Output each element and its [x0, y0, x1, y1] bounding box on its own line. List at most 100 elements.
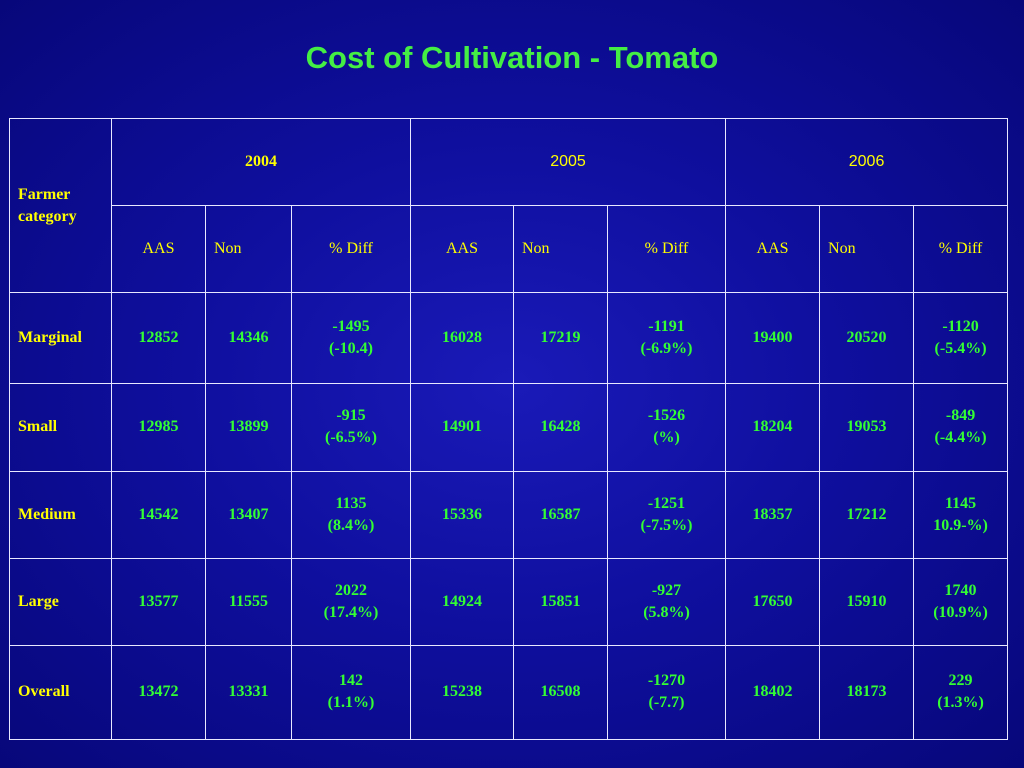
diff-cell: -927 (5.8%) [606, 557, 727, 646]
year-header-row: Farmer category 2004 2005 2006 [9, 117, 1009, 294]
diff-percent: (8.4%) [327, 516, 375, 534]
value-cell: 18402 [725, 644, 821, 741]
diff-amount: -1495 [332, 318, 370, 336]
cost-table: Farmer category 2004 2005 2006 AAS Non %… [9, 117, 1009, 741]
diff-amount: 1740 [944, 581, 977, 599]
value-cell: 18204 [725, 383, 821, 472]
subheader-aas-2005: AAS [410, 205, 514, 294]
table-row: Large 13577 11555 2022 (17.4%) 14924 15851 -927… [9, 557, 1009, 646]
value-cell: 12852 [111, 292, 206, 385]
diff-percent: (%) [653, 429, 680, 447]
diff-amount: -849 [945, 407, 976, 425]
diff-cell: -849 (-4.4%) [913, 383, 1009, 472]
diff-cell: 1135 (8.4%) [291, 470, 411, 559]
diff-amount: -915 [336, 407, 366, 425]
value-cell: 13472 [111, 644, 206, 741]
diff-percent: (-7.7) [648, 694, 685, 712]
value-cell: 14542 [111, 470, 206, 559]
subheader-aas-2006: AAS [725, 205, 821, 294]
value-cell: 18357 [725, 470, 821, 559]
value-cell: 12985 [111, 383, 206, 472]
diff-cell: -915 (-6.5%) [291, 383, 411, 472]
diff-amount: -1270 [647, 672, 686, 690]
diff-percent: (-7.5%) [640, 516, 693, 534]
diff-percent: (-6.5%) [325, 429, 377, 447]
table-row: Small 12985 13899 -915 (-6.5%) 14901 16428 -152… [9, 383, 1009, 472]
diff-cell: 1740 (10.9%) [913, 557, 1009, 646]
value-cell: 13577 [111, 557, 206, 646]
table-row: Medium 14542 13407 1135 (8.4%) 15336 16587 -125… [9, 470, 1009, 559]
value-cell: 13331 [205, 644, 292, 741]
table-row: Marginal 12852 14346 -1495 (-10.4) 16028 17219… [9, 292, 1009, 385]
diff-percent: 10.9-%) [933, 516, 988, 534]
diff-percent: (-5.4%) [934, 340, 987, 358]
diff-amount: 142 [339, 672, 363, 690]
subheader-non-2006: Non [819, 205, 915, 294]
diff-amount: -1251 [647, 494, 686, 512]
diff-cell: -1270 (-7.7) [606, 644, 727, 741]
value-cell: 19053 [819, 383, 915, 472]
diff-percent: (5.8%) [643, 603, 690, 621]
value-cell: 18173 [819, 644, 915, 741]
farmer-category-header: Farmer category [9, 117, 112, 294]
subheader-row: AAS Non % Diff AAS Non % Diff AAS Non % … [10, 205, 1009, 294]
category-cell: Large [9, 557, 112, 646]
value-cell: 17212 [819, 470, 915, 559]
year-header-2004: 2004 [111, 117, 411, 207]
diff-cell: 1145 10.9-%) [913, 470, 1009, 559]
table-row: Overall 13472 13331 142 (1.1%) 15238 16508 -127… [9, 644, 1009, 741]
diff-amount: -927 [651, 581, 682, 599]
diff-amount: -1526 [647, 407, 686, 425]
value-cell: 20520 [819, 292, 915, 385]
diff-cell: -1526 (%) [606, 383, 727, 472]
diff-percent: (-10.4) [329, 340, 373, 358]
value-cell: 15851 [513, 557, 608, 646]
value-cell: 15238 [410, 644, 514, 741]
diff-amount: -1191 [648, 318, 685, 336]
value-cell: 13407 [205, 470, 292, 559]
diff-amount: 1145 [944, 494, 977, 512]
diff-percent: (10.9%) [933, 603, 988, 621]
category-cell: Overall [9, 644, 112, 741]
diff-cell: 142 (1.1%) [291, 644, 411, 741]
slide-title: Cost of Cultivation - Tomato [305, 40, 719, 75]
value-cell: 16587 [513, 470, 608, 559]
value-cell: 16508 [513, 644, 608, 741]
subheader-aas-2004: AAS [111, 205, 206, 294]
value-cell: 16428 [513, 383, 608, 472]
diff-amount: 1135 [335, 494, 367, 512]
subheader-diff-2006: % Diff [913, 205, 1009, 294]
diff-percent: (1.3%) [937, 694, 984, 712]
year-header-2006: 2006 [725, 117, 1009, 207]
diff-cell: -1191 (-6.9%) [606, 292, 727, 385]
diff-amount: 2022 [335, 581, 367, 599]
diff-percent: (-6.9%) [640, 340, 693, 358]
value-cell: 14901 [410, 383, 514, 472]
diff-cell: -1495 (-10.4) [291, 292, 411, 385]
diff-cell: -1120 (-5.4%) [913, 292, 1009, 385]
diff-percent: (17.4%) [323, 603, 379, 621]
diff-cell: 229 (1.3%) [913, 644, 1009, 741]
value-cell: 14924 [410, 557, 514, 646]
value-cell: 17219 [513, 292, 608, 385]
value-cell: 15336 [410, 470, 514, 559]
category-cell: Medium [9, 470, 112, 559]
diff-amount: -1120 [942, 318, 979, 336]
subheader-diff-2005: % Diff [606, 205, 727, 294]
value-cell: 17650 [725, 557, 821, 646]
value-cell: 13899 [205, 383, 292, 472]
subheader-diff-2004: % Diff [291, 205, 411, 294]
value-cell: 11555 [205, 557, 292, 646]
value-cell: 15910 [819, 557, 915, 646]
subheader-non-2005: Non [513, 205, 608, 294]
diff-percent: (-4.4%) [934, 429, 987, 447]
diff-cell: 2022 (17.4%) [291, 557, 411, 646]
data-rows: Marginal 12852 14346 -1495 (-10.4) 16028 17219… [9, 292, 1009, 741]
year-header-2005: 2005 [409, 117, 727, 207]
subheader-non-2004: Non [205, 205, 292, 294]
value-cell: 16028 [410, 292, 514, 385]
diff-amount: 229 [948, 672, 973, 690]
category-cell: Marginal [9, 292, 112, 385]
value-cell: 14346 [205, 292, 292, 385]
diff-percent: (1.1%) [327, 694, 375, 712]
